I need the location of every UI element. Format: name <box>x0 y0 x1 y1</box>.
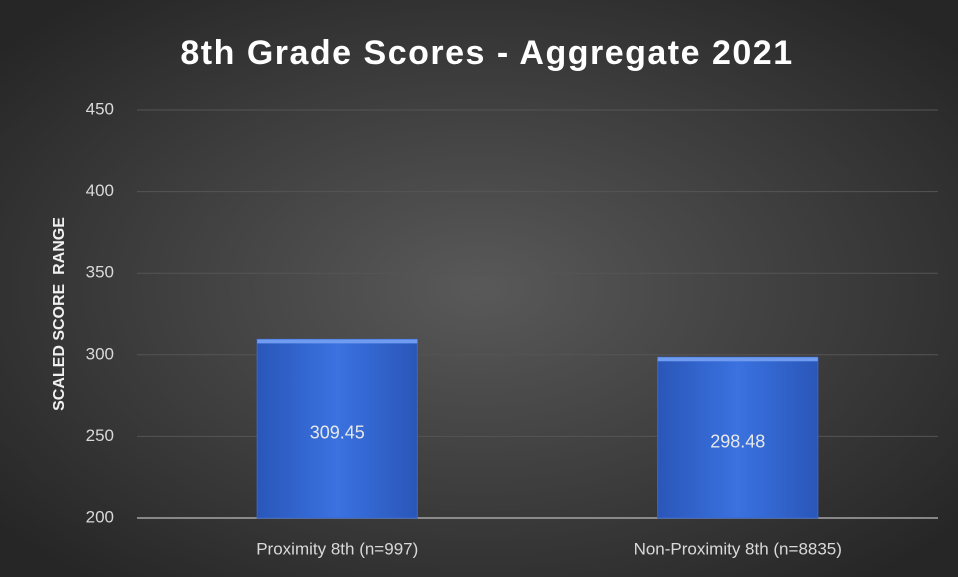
bar <box>657 356 819 519</box>
chart-title: 8th Grade Scores - Aggregate 2021 <box>180 34 793 72</box>
bar-highlight <box>657 357 818 362</box>
y-tick-label: 300 <box>86 344 114 363</box>
x-tick-label: Proximity 8th (n=997) <box>256 539 418 558</box>
y-tick-label: 400 <box>86 181 114 200</box>
y-tick-label: 200 <box>86 507 114 526</box>
x-tick-label: Non-Proximity 8th (n=8835) <box>634 539 842 558</box>
data-label: 298.48 <box>710 431 765 451</box>
bar-highlight <box>257 339 418 344</box>
data-label: 309.45 <box>310 422 365 442</box>
bar <box>256 338 418 519</box>
y-axis-label: SCALED SCORE RANGE <box>51 217 68 411</box>
y-tick-label: 250 <box>86 426 114 445</box>
y-tick-label: 450 <box>86 99 114 118</box>
y-tick-label: 350 <box>86 263 114 282</box>
